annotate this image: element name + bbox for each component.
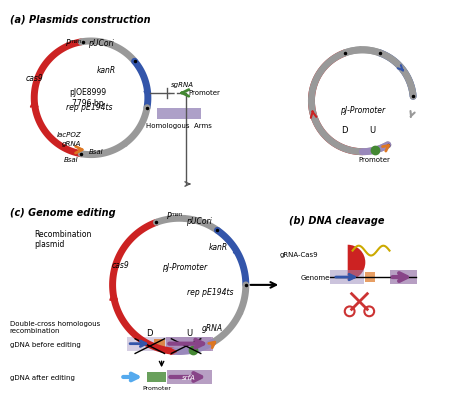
Text: BsaI: BsaI bbox=[89, 149, 103, 155]
Text: pJ-Promoter: pJ-Promoter bbox=[340, 106, 385, 115]
Text: Promoter: Promoter bbox=[188, 90, 220, 96]
Text: kanR: kanR bbox=[96, 66, 116, 75]
Text: D: D bbox=[146, 329, 153, 338]
Bar bbox=[166, 337, 213, 351]
Text: cas9: cas9 bbox=[111, 261, 129, 270]
Text: lacPOZ: lacPOZ bbox=[56, 132, 81, 138]
Text: gRNA: gRNA bbox=[62, 141, 81, 147]
Text: 7796 bp: 7796 bp bbox=[73, 99, 104, 108]
Text: P: P bbox=[66, 39, 71, 48]
Text: pUCori: pUCori bbox=[186, 217, 212, 226]
Bar bbox=[154, 339, 165, 349]
Text: pJOE8999: pJOE8999 bbox=[70, 88, 107, 97]
Text: U: U bbox=[186, 329, 192, 338]
Text: rep pE194ts: rep pE194ts bbox=[187, 288, 233, 297]
Bar bbox=[167, 370, 211, 384]
Text: Promoter: Promoter bbox=[359, 157, 391, 163]
Text: (c) Genome editing: (c) Genome editing bbox=[10, 208, 115, 219]
Text: kanR: kanR bbox=[209, 243, 228, 252]
Text: rep pE194ts: rep pE194ts bbox=[66, 103, 113, 112]
Text: BsaI: BsaI bbox=[64, 156, 79, 162]
Bar bbox=[128, 337, 210, 351]
Text: Genome: Genome bbox=[301, 275, 330, 281]
Text: Promoter: Promoter bbox=[142, 386, 171, 391]
Text: sgRNA: sgRNA bbox=[172, 82, 194, 88]
Text: srfA: srfA bbox=[182, 375, 196, 381]
Bar bbox=[330, 270, 365, 284]
Text: gRNA-Cas9: gRNA-Cas9 bbox=[280, 251, 319, 258]
Text: pJ-Promoter: pJ-Promoter bbox=[162, 263, 207, 272]
Text: man: man bbox=[171, 212, 183, 217]
Text: (a) Plasmids construction: (a) Plasmids construction bbox=[10, 15, 150, 24]
Bar bbox=[147, 372, 166, 382]
Text: gDNA before editing: gDNA before editing bbox=[10, 342, 81, 348]
Text: D: D bbox=[341, 126, 348, 135]
Text: pUCori: pUCori bbox=[88, 39, 114, 48]
Text: P: P bbox=[167, 212, 172, 221]
Bar bbox=[157, 108, 201, 119]
Text: gRNA: gRNA bbox=[202, 325, 223, 333]
Text: U: U bbox=[369, 126, 375, 135]
Text: cas9: cas9 bbox=[25, 74, 43, 83]
Text: gDNA after editing: gDNA after editing bbox=[10, 375, 74, 381]
Bar bbox=[390, 270, 417, 284]
Text: man: man bbox=[70, 39, 82, 45]
Text: Recombination
plasmid: Recombination plasmid bbox=[34, 230, 91, 249]
Text: Double-cross homologous
recombination: Double-cross homologous recombination bbox=[10, 321, 100, 334]
Text: Homologous  Arms: Homologous Arms bbox=[146, 123, 212, 129]
Bar bbox=[365, 272, 375, 282]
Text: (b) DNA cleavage: (b) DNA cleavage bbox=[289, 216, 384, 226]
Wedge shape bbox=[348, 245, 365, 280]
